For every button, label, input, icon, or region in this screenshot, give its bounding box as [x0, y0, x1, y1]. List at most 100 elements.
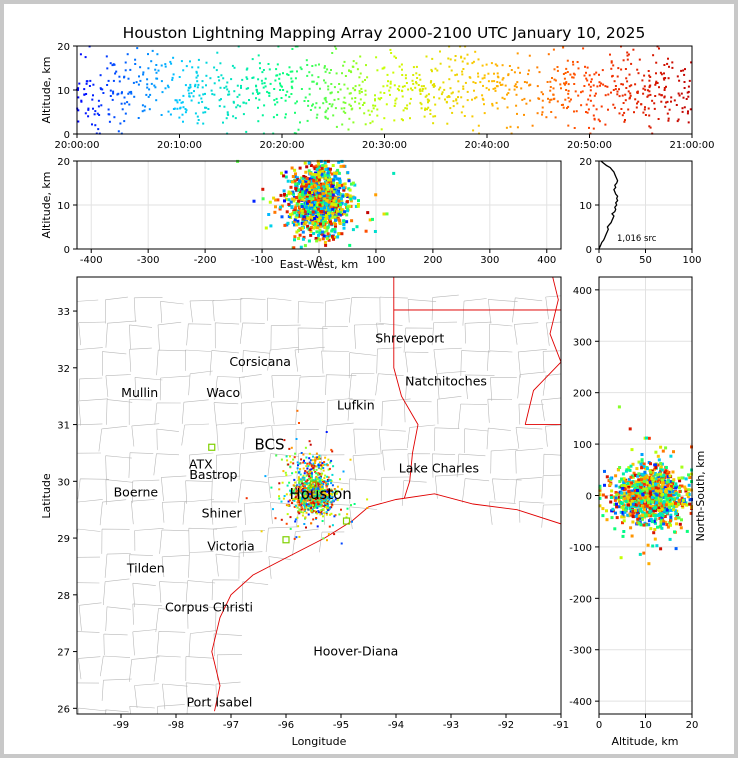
time-altitude-point [463, 57, 466, 60]
plan-view-point [306, 492, 309, 495]
time-altitude-point [213, 66, 216, 69]
county-line [103, 633, 128, 656]
east-west-point [298, 192, 302, 196]
north-south-point [618, 466, 622, 469]
time-altitude-point [592, 127, 595, 130]
north-south-point [622, 519, 626, 523]
time-altitude-point [431, 84, 434, 87]
plan-view-point [317, 483, 320, 486]
east-west-point [312, 226, 316, 230]
time-altitude-point [107, 113, 110, 116]
time-altitude-point [655, 61, 658, 64]
time-altitude-point [377, 97, 380, 100]
plan-view-point [326, 464, 329, 467]
east-west-point [343, 210, 347, 214]
time-altitude-point [274, 103, 277, 106]
time-altitude-point [472, 129, 475, 132]
time-altitude-point [614, 85, 617, 87]
plan-view-point [303, 509, 306, 512]
north-south-point [660, 512, 664, 516]
time-altitude-point [257, 120, 260, 123]
county-line [267, 297, 292, 321]
time-altitude-point [182, 69, 185, 72]
time-altitude-point [89, 79, 92, 82]
north-south-point [685, 493, 689, 496]
time-altitude-point [323, 79, 325, 82]
north-south-point [629, 491, 633, 495]
east-west-point [318, 171, 322, 175]
north-south-point [674, 482, 678, 486]
time-altitude-point [360, 90, 363, 93]
plan-view-point [312, 493, 314, 496]
east-west-point [325, 180, 329, 184]
time-altitude-point [279, 89, 282, 91]
time-altitude-point [317, 76, 320, 79]
east-west-point [324, 243, 328, 247]
north-south-point [669, 515, 673, 519]
time-altitude-point [521, 98, 524, 101]
time-altitude-point [388, 89, 391, 92]
time-altitude-point [477, 58, 480, 61]
plan-view-point [297, 504, 300, 507]
county-line [101, 528, 130, 554]
lon-tick-label: -96 [278, 720, 294, 731]
county-line [405, 376, 436, 399]
time-altitude-point [290, 80, 293, 83]
east-west-point [336, 235, 340, 239]
north-south-point [664, 446, 668, 450]
time-altitude-point [323, 65, 326, 68]
east-west-point [326, 226, 330, 230]
time-altitude-point [675, 104, 678, 106]
city-label-lake-charles: Lake Charles [399, 460, 479, 475]
time-altitude-point [525, 102, 528, 105]
time-altitude-point [421, 88, 424, 90]
time-altitude-point [205, 106, 208, 109]
north-south-point [680, 518, 683, 522]
time-altitude-point [228, 93, 231, 96]
east-west-point [301, 237, 305, 241]
time-altitude-point [315, 102, 318, 105]
mississippi-river [524, 277, 561, 425]
time-altitude-point [304, 96, 307, 99]
north-south-point [651, 487, 655, 491]
time-altitude-point [446, 96, 449, 99]
time-altitude-point [80, 99, 83, 102]
time-altitude-point [83, 93, 86, 96]
east-west-point [333, 203, 337, 207]
east-west-point [314, 237, 318, 240]
time-altitude-point [149, 93, 152, 96]
time-altitude-point [643, 85, 646, 88]
county-line [185, 349, 211, 371]
time-altitude-point [443, 88, 446, 91]
time-altitude-point [257, 54, 260, 57]
time-altitude-point [376, 108, 379, 111]
time-altitude-point [115, 70, 118, 73]
time-altitude-point [411, 79, 414, 82]
east-west-point [315, 164, 319, 168]
station-marker [309, 480, 318, 488]
time-altitude-point [573, 127, 576, 129]
time-altitude-point [629, 96, 631, 99]
county-line [382, 449, 408, 471]
time-altitude-point [673, 99, 676, 102]
east-west-point [301, 217, 305, 221]
east-west-point [252, 199, 256, 203]
time-altitude-point [501, 83, 504, 86]
altitude-tick-label: 20 [57, 42, 70, 53]
county-line [432, 453, 456, 478]
time-altitude-point [516, 126, 519, 129]
north-south-point [672, 485, 676, 488]
plan-view-point [310, 475, 313, 478]
time-altitude-point [647, 89, 649, 92]
plan-view-point [327, 509, 330, 511]
east-west-point [318, 238, 322, 242]
time-altitude-point [595, 71, 598, 74]
east-west-point [340, 208, 344, 212]
county-line [460, 350, 491, 377]
time-altitude-point [487, 72, 490, 75]
north-south-point [657, 513, 661, 517]
time-altitude-point [87, 115, 90, 118]
county-line [77, 423, 103, 441]
plan-view-point [298, 486, 301, 489]
plan-view-point [304, 500, 307, 503]
